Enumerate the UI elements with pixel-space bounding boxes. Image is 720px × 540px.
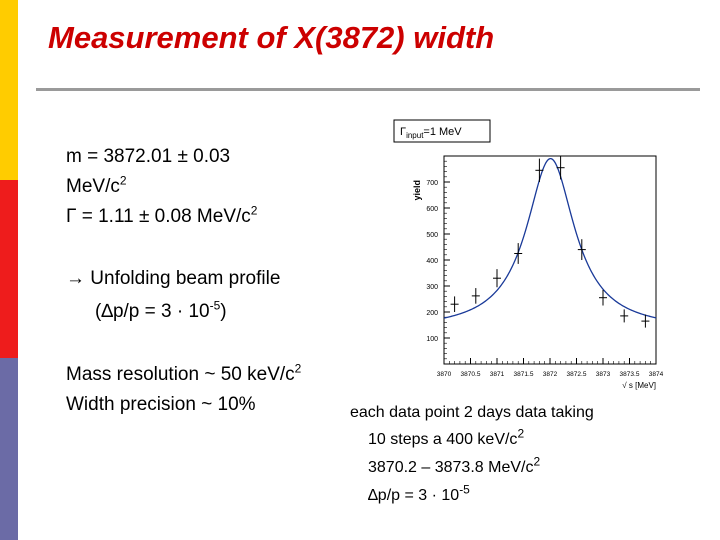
data-point [620,309,629,323]
width-precision: Width precision ~ 10% [66,394,256,415]
accent-bar-yellow [0,0,18,180]
x-tick-label: 3871 [490,371,505,378]
x-tick-label: 3871.5 [514,371,534,378]
data-point [471,288,480,304]
data-point [599,289,607,306]
mass-resolution: Mass resolution ~ 50 keV/c2 [66,361,302,385]
data-point [641,314,650,328]
y-tick-label: 200 [426,310,438,317]
note-data-taking: each data point 2 days data taking [350,404,594,421]
x-tick-label: 3872.5 [567,371,587,378]
x-tick-label: 3874 [649,371,664,378]
width-value: Γ = 1.11 ± 0.08 MeV/c2 [66,203,258,227]
legend-label: Γinput=1 MeV [400,126,462,140]
legend-box [393,119,491,143]
y-axis-label: yield [412,180,422,201]
x-axis-label: √ s [MeV] [622,381,656,390]
data-point [493,269,501,288]
plot-frame [443,155,657,365]
mass-unit: MeV/c2 [66,173,127,197]
x-tick-label: 3873.5 [620,371,640,378]
note-momentum: ∆p/p = 3 · 10-5 [368,482,470,504]
note-range: 3870.2 – 3873.8 MeV/c2 [368,454,541,476]
note-steps: 10 steps a 400 keV/c2 [368,426,525,448]
fit-curve [443,158,657,319]
y-tick-label: 100 [426,336,438,343]
x-tick-label: 3872 [543,371,558,378]
y-tick-label: 500 [426,232,438,239]
y-tick-label: 700 [426,180,438,187]
accent-bar-blue [0,358,18,540]
x-tick-label: 3870 [437,371,452,378]
data-point [535,158,544,182]
slide-title: Measurement of X(3872) width [48,20,495,55]
momentum-spread: (∆p/p = 3 · 10-5) [95,298,227,322]
fit-plot-svg: Γinput=1 MeV yield 100 200 300 400 500 600 700 38… [393,119,664,390]
y-tick-label: 400 [426,258,438,265]
data-point [577,239,586,260]
accent-bar-red [0,180,18,358]
data-point [514,243,523,264]
data-point [556,156,565,180]
unfolding-line: → Unfolding beam profile [66,268,281,289]
x-tick-label: 3873 [596,371,611,378]
mass-value: m = 3872.01 ± 0.03 [66,146,231,167]
title-divider [36,88,700,91]
y-tick-label: 300 [426,284,438,291]
x-tick-label: 3870.5 [461,371,481,378]
fit-plot: Γinput=1 MeV yield 100 200 300 400 500 600 700 38… [392,118,664,396]
data-point [450,296,459,312]
y-tick-label: 600 [426,206,438,213]
